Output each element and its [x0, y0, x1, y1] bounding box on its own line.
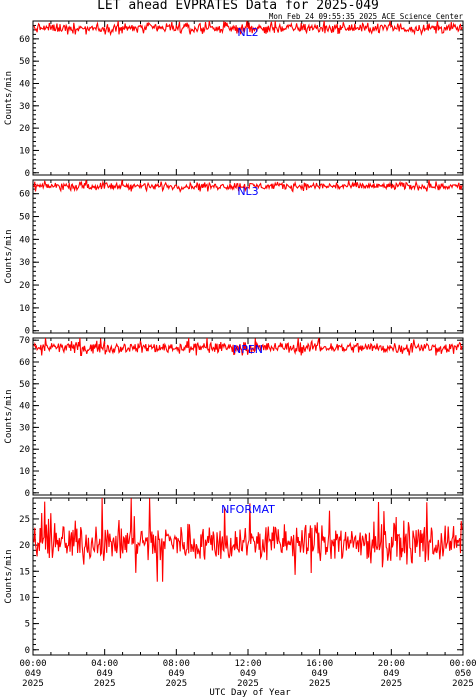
- y-tick-label: 25: [19, 515, 30, 525]
- generation-timestamp: Mon Feb 24 09:55:35 2025 ACE Science Cen…: [269, 12, 464, 21]
- y-tick-label: 50: [19, 213, 30, 223]
- series-label: NFORMAT: [221, 503, 275, 516]
- series-label: NL3: [237, 185, 258, 198]
- y-tick-label: 0: [25, 646, 30, 656]
- x-tick-label: 04:00: [91, 659, 118, 669]
- y-tick-label: 60: [19, 190, 30, 200]
- panel-npen: 0 10 20 30 40 50 60 70 Counts/min NPEN: [4, 336, 464, 499]
- y-tick-label: 20: [19, 445, 30, 455]
- panel-frame: [32, 337, 464, 496]
- y-tick-label: 30: [19, 102, 30, 112]
- x-tick-label: 00:00: [19, 659, 46, 669]
- panel-nl3: 0 10 20 30 40 50 60 Counts/min NL3: [4, 179, 464, 337]
- x-axis-title: UTC Day of Year: [209, 688, 291, 698]
- x-axis-labels: 00:00049202504:00049202508:00049202512:0…: [19, 659, 476, 689]
- y-tick-label: 30: [19, 423, 30, 433]
- y-tick-label: 30: [19, 258, 30, 268]
- series-nl2-line: [33, 20, 463, 37]
- y-tick-label: 20: [19, 541, 30, 551]
- panel-frame: [32, 20, 464, 176]
- y-tick-label: 10: [19, 304, 30, 314]
- y-axis-title: Counts/min: [4, 229, 14, 283]
- y-tick-label: 10: [19, 146, 30, 156]
- y-tick-label: 5: [25, 620, 30, 630]
- y-tick-label: 20: [19, 281, 30, 291]
- x-tick-label: 049: [97, 669, 113, 679]
- y-tick-label: 0: [25, 327, 30, 337]
- y-tick-label: 40: [19, 79, 30, 89]
- panel-nl2: 0 10 20 30 40 50 60 Counts/min NL2: [4, 20, 464, 179]
- x-tick-label: 049: [312, 669, 328, 679]
- x-tick-label: 2025: [452, 679, 474, 689]
- y-tick-label: 15: [19, 567, 30, 577]
- x-tick-label: 049: [168, 669, 184, 679]
- y-axis-title: Counts/min: [4, 549, 14, 603]
- x-tick-label: 2025: [237, 679, 259, 689]
- series-nformat-line: [33, 497, 463, 582]
- series-nl3-line: [33, 179, 463, 193]
- y-axis-title: Counts/min: [4, 71, 14, 125]
- y-tick-label: 10: [19, 467, 30, 477]
- x-tick-label: 2025: [309, 679, 331, 689]
- y-tick-label: 0: [25, 489, 30, 499]
- y-tick-label: 60: [19, 358, 30, 368]
- x-tick-label: 00:00: [449, 659, 476, 669]
- y-tick-label: 10: [19, 593, 30, 603]
- series-label: NPEN: [233, 343, 263, 356]
- x-tick-label: 12:00: [234, 659, 261, 669]
- y-tick-label: 70: [19, 336, 30, 346]
- series-npen-line: [33, 337, 463, 356]
- y-tick-label: 50: [19, 380, 30, 390]
- x-tick-label: 049: [240, 669, 256, 679]
- y-tick-label: 40: [19, 235, 30, 245]
- x-tick-label: 2025: [380, 679, 402, 689]
- panel-frame: [32, 497, 464, 656]
- y-tick-label: 0: [25, 169, 30, 179]
- y-axis-title: Counts/min: [4, 389, 14, 443]
- x-tick-label: 2025: [165, 679, 187, 689]
- chart-title: LET ahead EVPRATES Data for 2025-049: [97, 0, 379, 13]
- panels-group: 0102030405060Counts/minNL20102030405060C…: [4, 20, 464, 656]
- series-label: NL2: [237, 26, 258, 39]
- panel-frame: [32, 179, 464, 334]
- x-tick-label: 08:00: [163, 659, 190, 669]
- panel-nformat: 0 5 10 15 20 25 Counts/min NFORMAT: [4, 497, 464, 656]
- x-tick-label: 2025: [22, 679, 44, 689]
- x-tick-label: 050: [455, 669, 471, 679]
- y-tick-label: 60: [19, 35, 30, 45]
- x-tick-label: 16:00: [306, 659, 333, 669]
- x-tick-label: 049: [383, 669, 399, 679]
- y-tick-label: 20: [19, 124, 30, 134]
- y-tick-label: 40: [19, 402, 30, 412]
- x-tick-label: 049: [25, 669, 41, 679]
- y-tick-label: 50: [19, 57, 30, 67]
- x-tick-label: 2025: [94, 679, 116, 689]
- x-tick-label: 20:00: [378, 659, 405, 669]
